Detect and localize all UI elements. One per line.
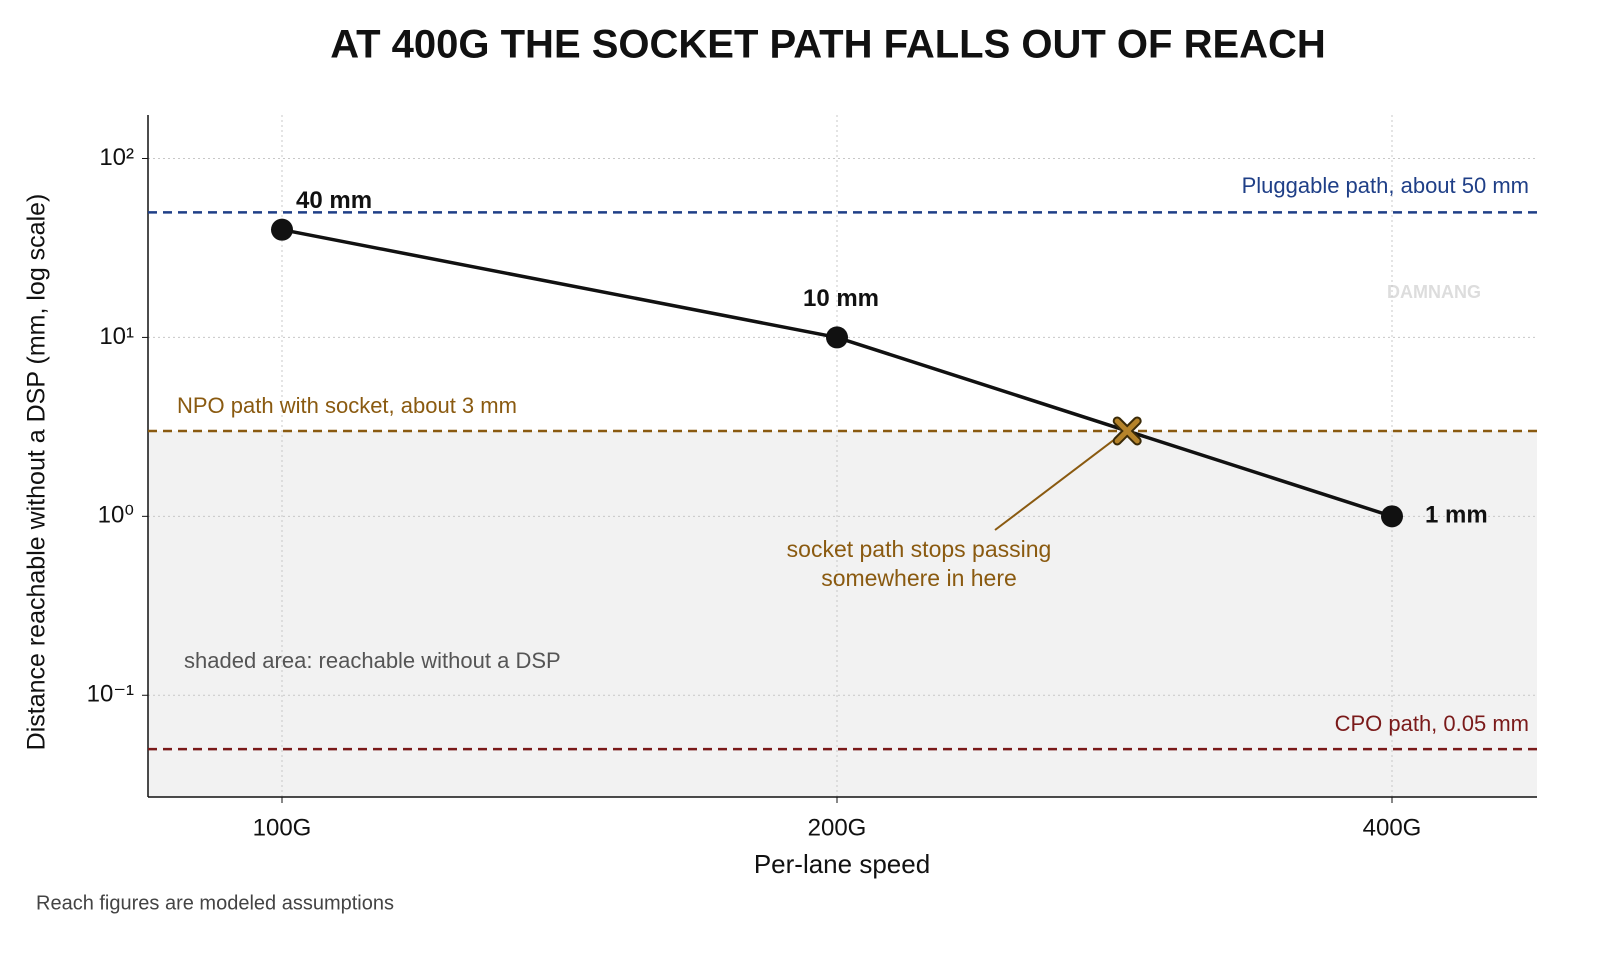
y-tick-label: 10⁰ — [98, 502, 134, 529]
annotation: shaded area: reachable without a DSP — [184, 648, 561, 673]
reference-label: NPO path with socket, about 3 mm — [177, 393, 517, 418]
x-axis-label: Per-lane speed — [754, 849, 930, 879]
annotation: somewhere in here — [821, 565, 1017, 591]
crossing-marker-inner — [1114, 418, 1140, 444]
footnote: Reach figures are modeled assumptions — [36, 892, 394, 914]
y-tick-label: 10¹ — [99, 323, 134, 350]
annotation-arrow — [994, 438, 1116, 531]
shaded-area — [148, 430, 1537, 797]
data-point — [826, 326, 848, 349]
x-tick-label: 200G — [808, 814, 867, 841]
data-label: 1 mm — [1425, 502, 1488, 529]
y-tick-label: 10⁻¹ — [87, 681, 134, 708]
x-tick-label: 100G — [253, 814, 312, 841]
data-label: 40 mm — [296, 187, 372, 214]
y-axis-label: Distance reachable without a DSP (mm, lo… — [23, 194, 51, 751]
reference-label: Pluggable path, about 50 mm — [1242, 173, 1529, 198]
y-tick-label: 10² — [99, 144, 134, 171]
chart-title: AT 400G THE SOCKET PATH FALLS OUT OF REA… — [330, 23, 1326, 67]
data-point — [271, 218, 293, 241]
x-tick-label: 400G — [1363, 814, 1422, 841]
data-label: 10 mm — [803, 285, 879, 312]
data-point — [1381, 505, 1403, 528]
watermark: DAMNANG — [1387, 282, 1481, 302]
reference-label: CPO path, 0.05 mm — [1335, 711, 1529, 736]
annotation: socket path stops passing — [787, 536, 1052, 562]
